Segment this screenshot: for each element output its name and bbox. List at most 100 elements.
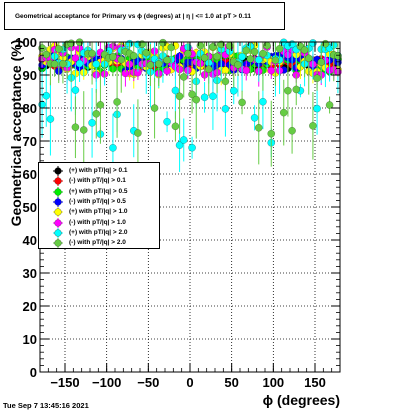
- data-point: [180, 73, 188, 81]
- x-axis-label: ϕ (degrees): [262, 392, 340, 408]
- data-point: [146, 61, 155, 69]
- series-8: [38, 38, 342, 169]
- data-point: [313, 74, 321, 82]
- data-point: [309, 122, 317, 130]
- data-point: [71, 86, 80, 94]
- data-point: [167, 43, 175, 52]
- legend-label: (+) with pT/|q| > 0.1: [69, 167, 128, 174]
- x-tick-label: 50: [224, 375, 238, 390]
- data-point: [150, 104, 159, 112]
- data-point: [92, 60, 100, 68]
- data-point: [184, 49, 192, 58]
- data-point: [171, 86, 180, 95]
- data-point: [109, 144, 117, 152]
- data-points: [38, 38, 342, 183]
- data-point: [80, 126, 88, 134]
- x-tick-label: −50: [137, 375, 159, 390]
- legend-entry: (+) with pT/|q| > 0.1: [39, 166, 159, 176]
- data-point: [134, 129, 142, 137]
- x-tick-label: 150: [304, 375, 326, 390]
- x-tick-label: 0: [186, 375, 193, 390]
- legend-marker: [53, 207, 63, 218]
- legend-label: (+) with pT/|q| > 1.0: [69, 208, 128, 216]
- data-point: [117, 55, 125, 64]
- data-point: [42, 50, 50, 59]
- y-tick-label: 100: [15, 35, 37, 50]
- data-point: [250, 114, 259, 122]
- data-point: [46, 115, 55, 123]
- data-point: [317, 58, 325, 66]
- data-point: [188, 90, 196, 99]
- legend-entry: (-) with pT/|q| > 2.0: [39, 238, 159, 249]
- y-tick-label: 10: [23, 332, 37, 347]
- legend-marker: [53, 186, 63, 197]
- data-point: [67, 39, 75, 48]
- legend-marker: [53, 238, 63, 249]
- data-point: [163, 118, 171, 126]
- data-point: [313, 104, 321, 113]
- legend-label: (-) with pT/|q| > 1.0: [69, 218, 126, 226]
- data-point: [200, 54, 209, 62]
- data-point: [175, 92, 184, 101]
- y-axis-label-text: Geometrical acceptance (%): [8, 39, 24, 227]
- legend-label: (-) with pT/|q| > 2.0: [69, 239, 126, 247]
- data-point: [200, 93, 209, 102]
- data-point: [284, 86, 292, 95]
- data-point: [109, 53, 117, 61]
- legend-marker: [53, 196, 63, 207]
- chart-title-text: Geometrical acceptance for Primary vs ϕ …: [15, 13, 251, 20]
- data-point: [92, 110, 100, 118]
- y-tick-label: 40: [23, 233, 37, 248]
- data-point: [42, 92, 50, 100]
- data-point: [263, 41, 271, 50]
- data-point: [175, 141, 184, 149]
- data-point: [259, 98, 267, 106]
- data-point: [159, 38, 167, 47]
- timestamp: Tue Sep 7 13:45:16 2021: [3, 401, 89, 410]
- data-point: [59, 60, 67, 68]
- data-point: [246, 55, 255, 63]
- data-point: [242, 66, 250, 75]
- data-point: [96, 101, 105, 109]
- data-point: [88, 49, 96, 58]
- data-point: [213, 52, 221, 61]
- data-point: [238, 53, 246, 61]
- data-point: [50, 60, 59, 68]
- data-point: [255, 56, 263, 64]
- legend-entry: (-) with pT/|q| > 0.1: [39, 176, 159, 187]
- y-tick-label: 50: [23, 200, 37, 215]
- y-tick-label: 90: [23, 68, 37, 83]
- data-point: [305, 54, 313, 62]
- data-point: [242, 46, 250, 55]
- legend-marker: [53, 217, 63, 228]
- data-point: [271, 56, 280, 65]
- data-point: [71, 123, 80, 131]
- y-tick-label: 20: [23, 299, 37, 314]
- data-point: [192, 95, 200, 104]
- data-point: [321, 40, 330, 48]
- legend-marker: [53, 176, 63, 187]
- tick-labels: −150 −100 −50 0 50 100 150 0 10 20 30 40 50 60 70 80 90 1…: [15, 35, 326, 390]
- data-point: [188, 144, 196, 152]
- y-tick-label: 0: [30, 365, 37, 380]
- legend: (+) with pT/|q| > 0.1 (-) with pT/|q| > 0…: [38, 162, 160, 249]
- legend-entry: (+) with pT/|q| > 1.0: [39, 207, 159, 218]
- legend-marker: [53, 166, 63, 176]
- y-tick-label: 70: [23, 134, 37, 149]
- data-point: [113, 98, 121, 106]
- data-point: [280, 108, 288, 117]
- legend-entry: (-) with pT/|q| > 1.0: [39, 217, 159, 228]
- data-point: [88, 119, 96, 127]
- y-tick-label: 80: [23, 101, 37, 116]
- data-point: [130, 52, 138, 60]
- data-point: [250, 48, 259, 56]
- legend-marker: [53, 227, 63, 238]
- data-point: [155, 60, 163, 68]
- data-point: [230, 87, 238, 95]
- data-point: [71, 54, 80, 62]
- data-point: [163, 56, 171, 64]
- data-point: [205, 65, 213, 73]
- data-point: [267, 129, 275, 138]
- data-point: [275, 45, 284, 53]
